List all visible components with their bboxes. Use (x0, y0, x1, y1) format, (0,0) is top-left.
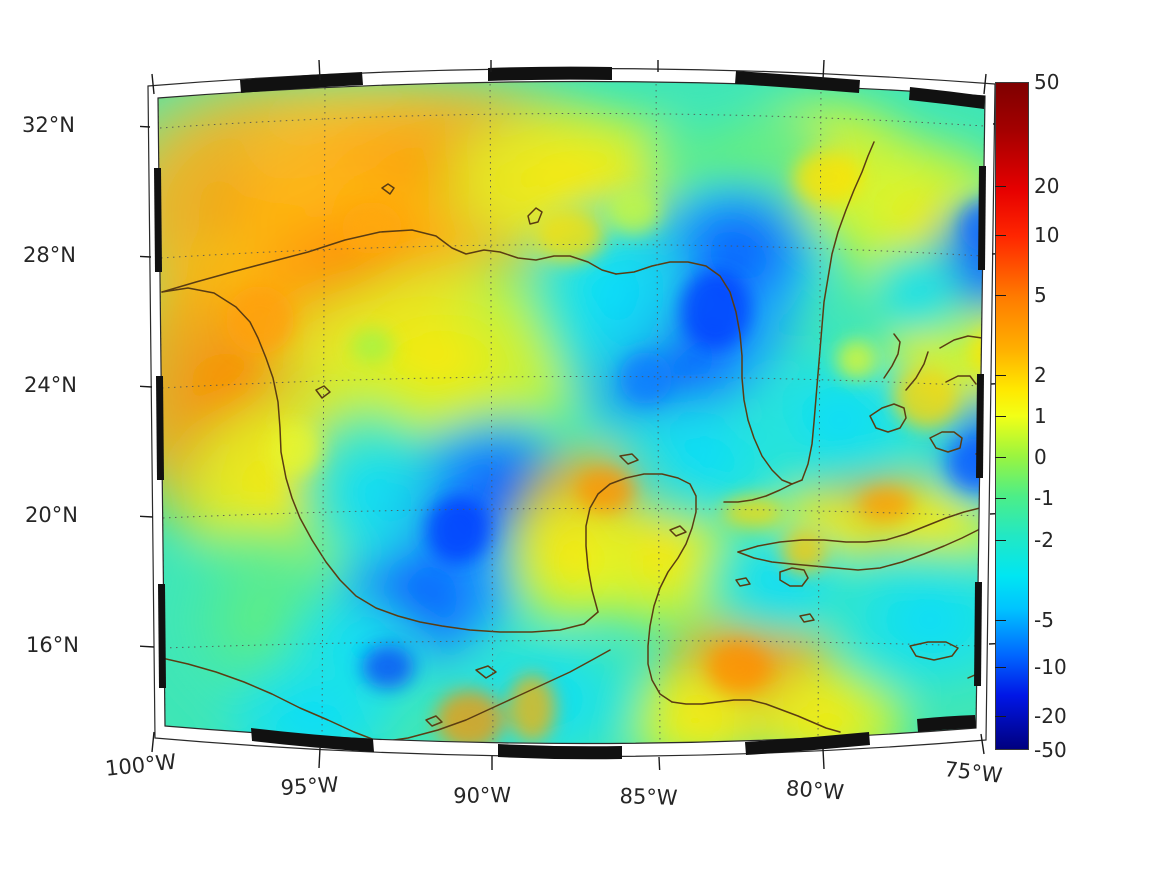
colorbar-tick (995, 374, 1006, 376)
y-tick-label-28n: 28°N (23, 243, 76, 267)
map-canvas (140, 60, 1000, 770)
colorbar-tick (995, 416, 1006, 418)
colorbar-tick (995, 185, 1006, 187)
colorbar-tick-label: 1 (1034, 404, 1047, 429)
colorbar-tick (995, 497, 1006, 499)
map-neatline (140, 60, 1000, 770)
colorbar-tick-label: 0 (1034, 445, 1047, 470)
colorbar-tick (995, 539, 1006, 541)
colorbar-tick-label: -50 (1034, 738, 1067, 762)
x-tick-label-90w: 90°W (453, 782, 512, 808)
x-tick-label-100w: 100°W (104, 749, 178, 781)
colorbar-tick (995, 457, 1006, 459)
colorbar-tick (995, 234, 1006, 236)
coastlines (161, 141, 985, 743)
colorbar-tick (995, 294, 1006, 296)
colorbar-tick-label: -2 (1034, 527, 1054, 552)
colorbar-tick (995, 715, 1006, 717)
y-tick-label-16n: 16°N (26, 633, 79, 657)
anomaly-field (158, 81, 985, 744)
map-svg (140, 60, 1000, 770)
x-tick-label-95w: 95°W (280, 772, 340, 800)
colorbar-tick-label: 2 (1034, 362, 1047, 387)
x-tick-label-85w: 85°W (619, 784, 678, 811)
colorbar-tick-label: -10 (1034, 654, 1067, 679)
colorbar-tick-label: -5 (1034, 608, 1054, 633)
colorbar[interactable] (995, 82, 1029, 750)
colorbar-tick-label: 5 (1034, 282, 1047, 307)
y-tick-label-32n: 32°N (22, 113, 75, 137)
colorbar-tick-label: -20 (1034, 703, 1067, 728)
colorbar-tick-label: 50 (1034, 70, 1060, 94)
colorbar-tick-label: 10 (1034, 222, 1060, 247)
x-tick-label-80w: 80°W (785, 776, 845, 805)
colorbar-tick-label: -1 (1034, 485, 1054, 510)
colorbar-tick-label: 20 (1034, 173, 1060, 198)
map-panel[interactable]: 32°N 28°N 24°N 20°N 16°N 100°W 95°W 90°W… (22, 60, 1004, 810)
y-tick-label-24n: 24°N (24, 373, 77, 397)
y-tick-label-20n: 20°N (25, 503, 78, 527)
colorbar-tick (995, 620, 1006, 622)
colorbar-tick (995, 666, 1006, 668)
